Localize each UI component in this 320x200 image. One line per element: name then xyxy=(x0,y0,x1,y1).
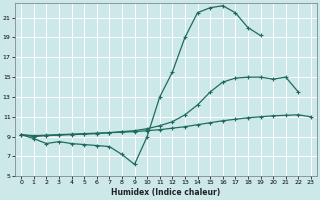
X-axis label: Humidex (Indice chaleur): Humidex (Indice chaleur) xyxy=(111,188,221,197)
